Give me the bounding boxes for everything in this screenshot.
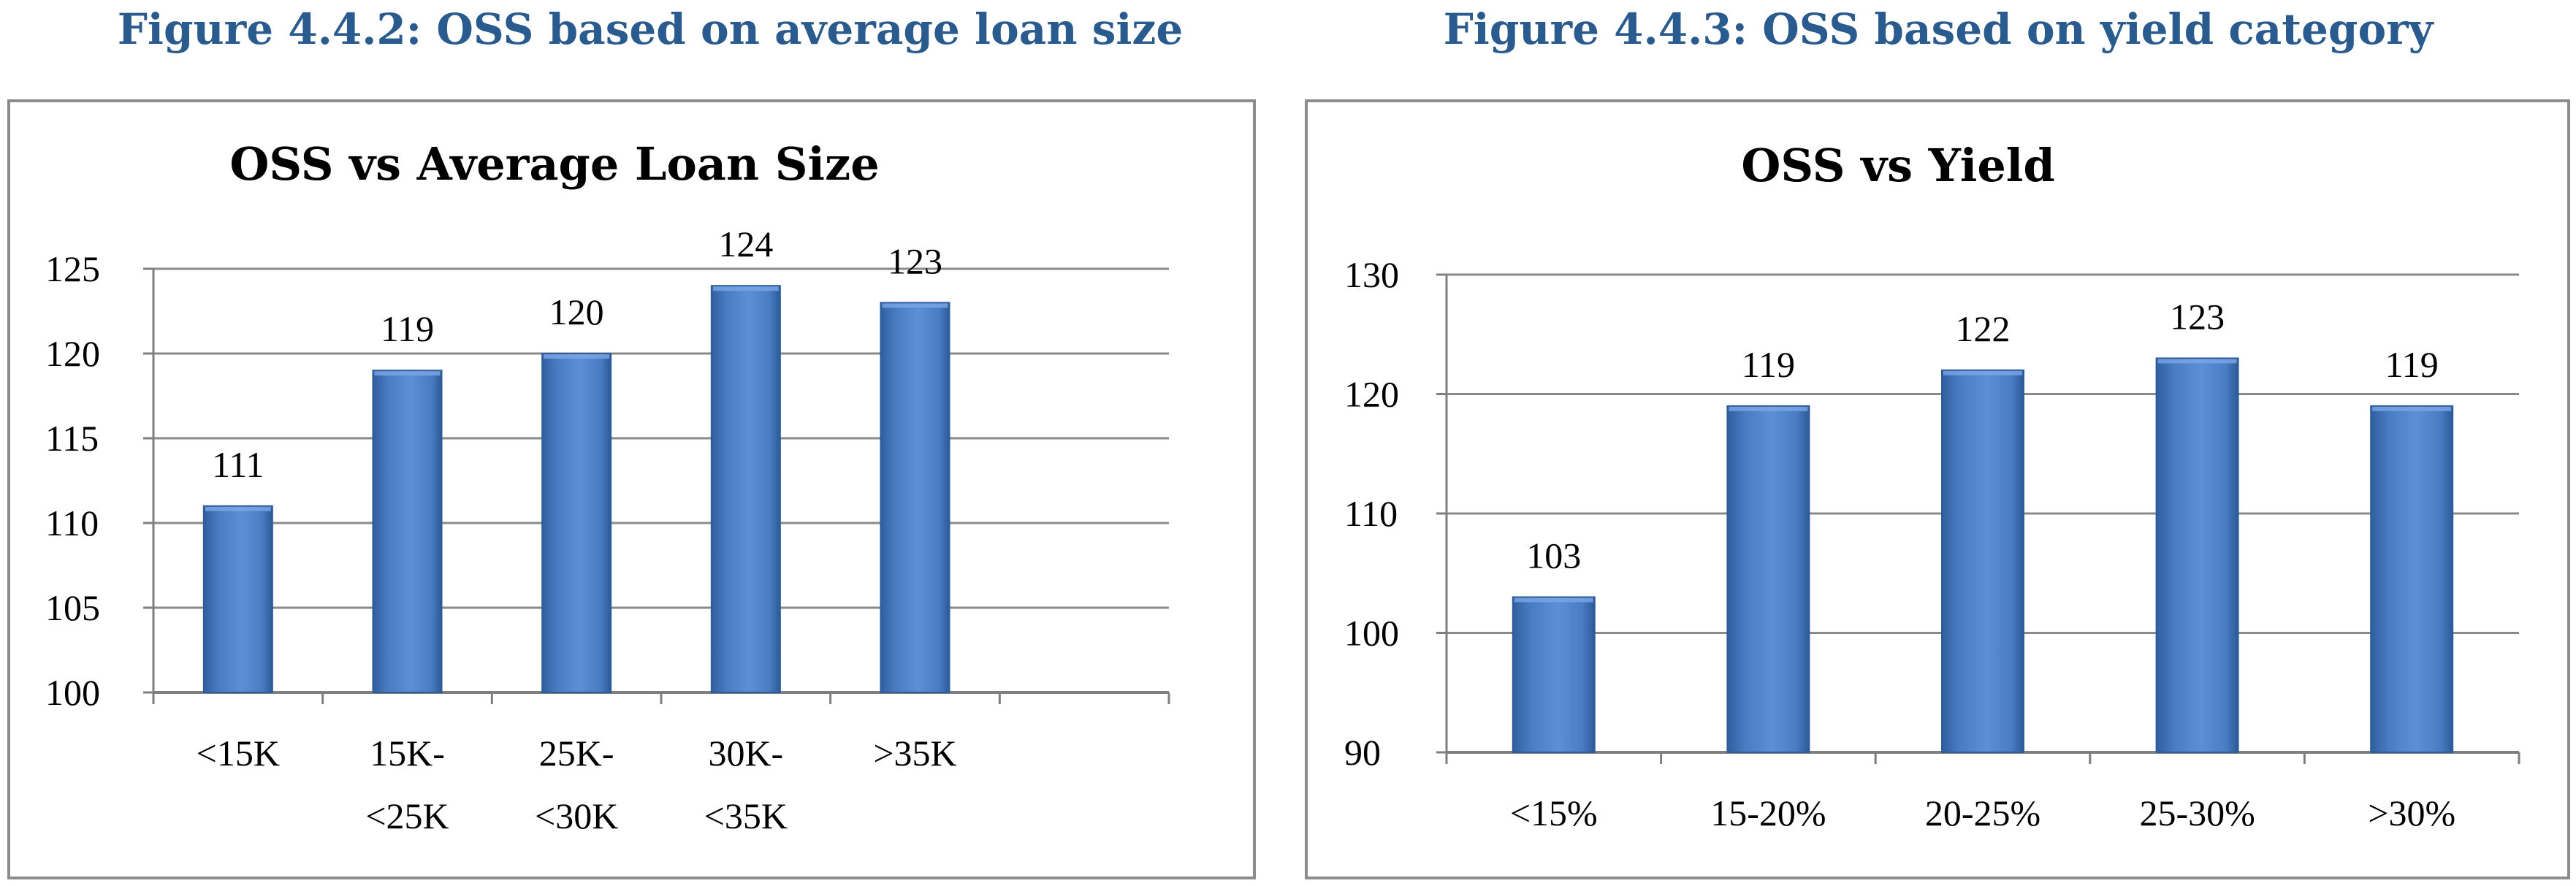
data-label: 124 <box>718 224 773 264</box>
bar <box>710 285 781 693</box>
bar <box>1512 596 1596 754</box>
bar-highlight <box>2157 359 2237 364</box>
y-tick-label: 110 <box>45 503 99 543</box>
category-label: <25K <box>365 795 449 836</box>
bar <box>2370 405 2454 753</box>
chart-yield: OSS vs Yield 90 100 110 120 130 103 <15% 119 15-… <box>1344 139 2520 833</box>
category-label: >35K <box>873 733 956 774</box>
bar-highlight <box>374 371 441 376</box>
chart-panel-loan-size: OSS vs Average Loan Size 100 105 110 115 120… <box>7 99 1256 879</box>
chart-title: OSS vs Average Loan Size <box>229 137 879 191</box>
data-label: 119 <box>381 308 434 349</box>
data-label: 123 <box>2170 296 2225 337</box>
category-label: <35K <box>704 795 788 836</box>
bar-highlight <box>712 286 779 291</box>
data-label: 119 <box>2385 344 2439 385</box>
bar-highlight <box>882 303 948 308</box>
y-tick-label: 110 <box>1344 493 1398 534</box>
bar-highlight <box>1729 406 1808 411</box>
category-label: 30K- <box>708 733 783 774</box>
category-label: 25K- <box>539 733 614 774</box>
bar <box>880 302 950 693</box>
bar-highlight <box>1514 597 1593 603</box>
y-tick-label: 115 <box>45 418 99 459</box>
bar-highlight <box>544 354 610 359</box>
bar <box>1726 405 1810 753</box>
figure-caption-left: Figure 4.4.2: OSS based on average loan … <box>117 4 1184 54</box>
bar <box>2155 357 2239 753</box>
bar <box>372 370 443 693</box>
data-label: 103 <box>1526 535 1581 576</box>
category-label: 25-30% <box>2139 793 2255 833</box>
chart-title: OSS vs Yield <box>1741 139 2054 192</box>
data-label: 122 <box>1956 308 2011 349</box>
category-label: <30K <box>535 795 618 836</box>
category-label: <15% <box>1510 793 1598 833</box>
category-label: 15-20% <box>1710 793 1826 833</box>
y-tick-label: 120 <box>1344 374 1399 415</box>
bar <box>541 353 612 693</box>
chart-panel-yield: OSS vs Yield 90 100 110 120 130 103 <15% 119 15-… <box>1305 99 2570 879</box>
data-label: 123 <box>888 240 942 281</box>
y-tick-label: 100 <box>45 672 100 713</box>
data-label: 120 <box>549 291 604 332</box>
chart-loan-size: OSS vs Average Loan Size 100 105 110 115 120… <box>45 137 1170 836</box>
y-tick-label: 90 <box>1344 732 1381 773</box>
y-tick-label: 125 <box>45 248 100 289</box>
y-tick-label: 120 <box>45 333 100 374</box>
category-label: 20-25% <box>1925 793 2040 833</box>
y-tick-label: 105 <box>45 587 100 628</box>
bar-highlight <box>205 506 271 511</box>
data-label: 111 <box>212 444 264 485</box>
figure-caption-right: Figure 4.4.3: OSS based on yield categor… <box>1443 4 2434 54</box>
bar-highlight <box>2372 406 2452 411</box>
y-tick-label: 130 <box>1344 254 1399 295</box>
y-tick-label: 100 <box>1344 613 1399 654</box>
category-label: >30% <box>2368 793 2455 833</box>
bar-highlight <box>1943 370 2022 375</box>
bar <box>202 505 273 693</box>
data-label: 119 <box>1742 344 1795 385</box>
category-label: <15K <box>197 733 280 774</box>
category-label: 15K- <box>370 733 445 774</box>
bar <box>1941 369 2024 753</box>
